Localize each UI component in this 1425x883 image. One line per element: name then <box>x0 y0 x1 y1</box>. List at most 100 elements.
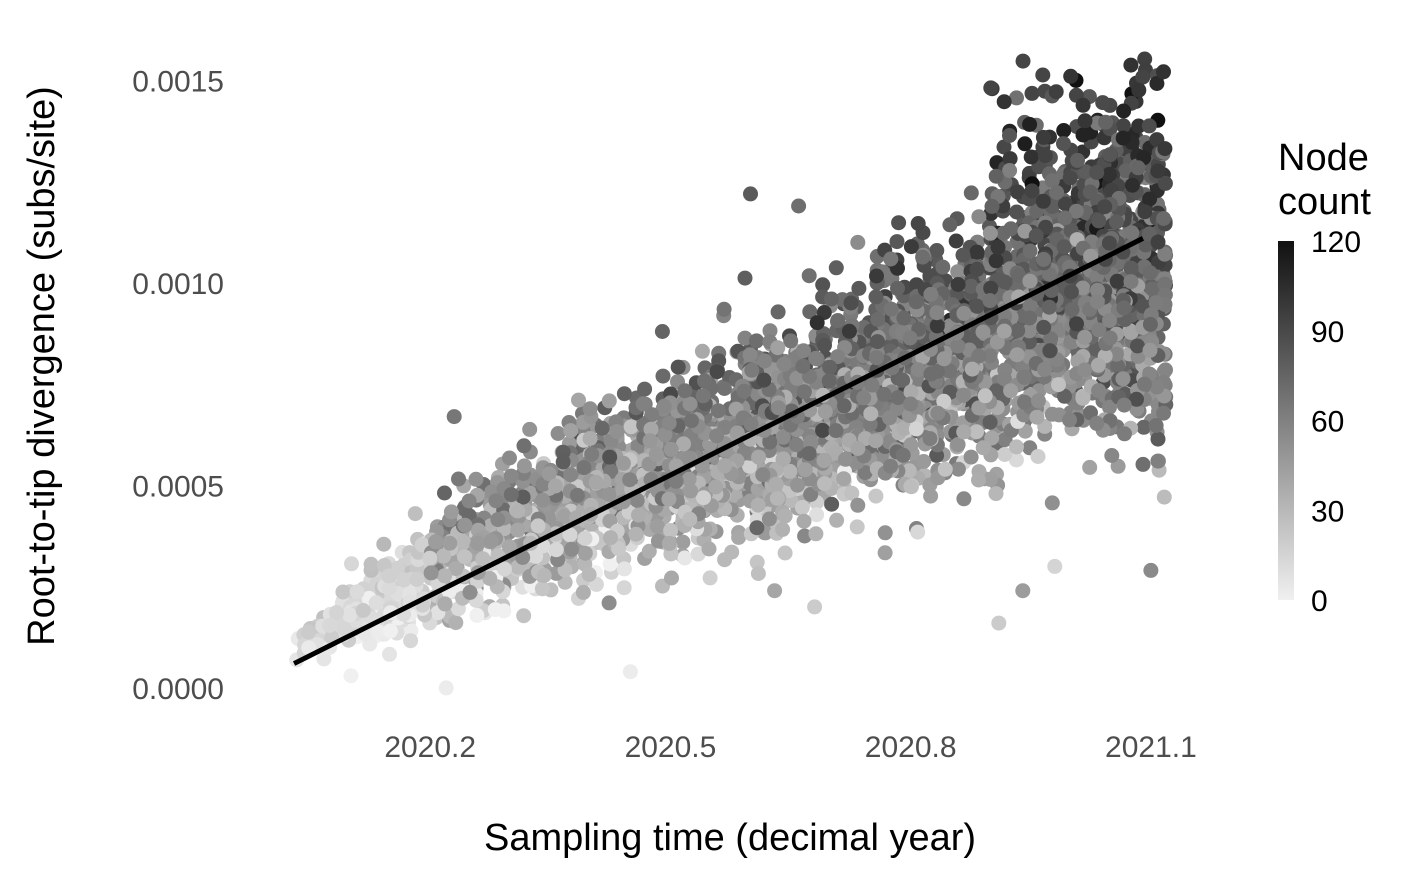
data-point <box>923 488 939 504</box>
data-point <box>935 259 951 275</box>
data-point <box>937 461 953 477</box>
data-point <box>895 372 911 388</box>
data-point <box>849 519 865 535</box>
data-point <box>1116 300 1132 316</box>
data-point <box>1015 583 1031 599</box>
data-point <box>661 491 677 507</box>
y-tick-label: 0.0000 <box>132 673 224 706</box>
data-point <box>1029 409 1045 425</box>
data-point <box>603 530 618 546</box>
data-point <box>1002 151 1018 167</box>
data-point <box>950 461 966 477</box>
data-point <box>355 603 371 618</box>
data-point <box>870 334 885 350</box>
data-point <box>482 571 498 586</box>
data-point <box>882 410 897 426</box>
data-point <box>821 373 837 389</box>
data-point <box>989 334 1005 350</box>
data-point <box>446 409 462 425</box>
data-point <box>777 545 793 561</box>
data-point <box>991 615 1007 631</box>
x-axis-title: Sampling time (decimal year) <box>484 817 976 859</box>
data-point <box>983 80 999 96</box>
legend-title-line-1: Node <box>1278 137 1369 179</box>
data-point <box>807 599 823 615</box>
data-point <box>817 404 833 420</box>
data-point <box>382 646 397 662</box>
data-point <box>1003 383 1019 399</box>
data-point <box>436 548 451 564</box>
legend-tick-label: 120 <box>1311 226 1361 259</box>
data-point <box>742 458 757 474</box>
data-point <box>677 550 693 566</box>
data-point <box>648 446 664 462</box>
data-point <box>1115 130 1131 146</box>
data-point <box>443 504 459 520</box>
data-point <box>942 363 958 379</box>
data-point <box>942 217 958 233</box>
data-point <box>1101 166 1117 182</box>
data-point <box>736 383 752 399</box>
data-point <box>1036 319 1052 335</box>
data-point <box>936 351 952 367</box>
data-point <box>448 561 464 577</box>
data-point <box>661 535 677 551</box>
data-point <box>437 485 452 501</box>
data-point <box>796 513 812 529</box>
data-point <box>864 377 880 393</box>
data-point <box>889 234 905 250</box>
data-point <box>1062 170 1078 186</box>
data-point <box>403 633 419 649</box>
data-point <box>1089 415 1105 431</box>
data-point <box>483 533 499 549</box>
data-point <box>677 383 693 399</box>
data-point <box>456 534 472 550</box>
data-point <box>534 581 550 597</box>
data-point <box>1068 203 1084 219</box>
data-point <box>428 534 444 550</box>
data-point <box>1037 362 1052 377</box>
data-point <box>1149 379 1165 395</box>
data-point <box>1022 116 1038 132</box>
data-point <box>1143 562 1159 578</box>
data-point <box>575 584 591 600</box>
data-point <box>1022 273 1038 289</box>
data-point <box>1043 331 1059 347</box>
data-point <box>830 313 846 329</box>
data-point <box>850 497 866 513</box>
data-point <box>822 359 838 375</box>
data-point <box>582 431 598 446</box>
data-point <box>564 541 580 557</box>
data-point <box>923 286 939 302</box>
data-point <box>1075 97 1091 113</box>
data-point <box>571 392 586 408</box>
data-point <box>448 615 464 631</box>
data-point <box>836 471 852 487</box>
data-point <box>963 278 979 294</box>
data-point <box>470 535 486 551</box>
data-point <box>644 407 660 423</box>
data-point <box>616 580 632 596</box>
data-point <box>615 455 631 471</box>
data-point <box>1117 426 1132 442</box>
data-point <box>977 388 993 404</box>
data-point <box>563 467 579 483</box>
data-point <box>895 447 911 463</box>
data-point <box>381 568 397 584</box>
data-point <box>616 386 632 402</box>
data-point <box>768 476 784 492</box>
data-point <box>581 567 597 582</box>
data-point <box>556 509 572 524</box>
data-point <box>857 465 873 481</box>
data-point <box>1041 299 1057 315</box>
data-point <box>642 433 658 449</box>
data-point <box>969 244 985 260</box>
color-legend: Node count 0 30 60 90 120 <box>1278 137 1371 618</box>
data-point <box>796 343 811 359</box>
data-point <box>743 416 759 432</box>
data-point <box>890 280 905 296</box>
data-point <box>1047 558 1063 574</box>
regression-line <box>292 236 1145 666</box>
data-point <box>838 451 853 467</box>
data-point <box>1129 391 1144 407</box>
